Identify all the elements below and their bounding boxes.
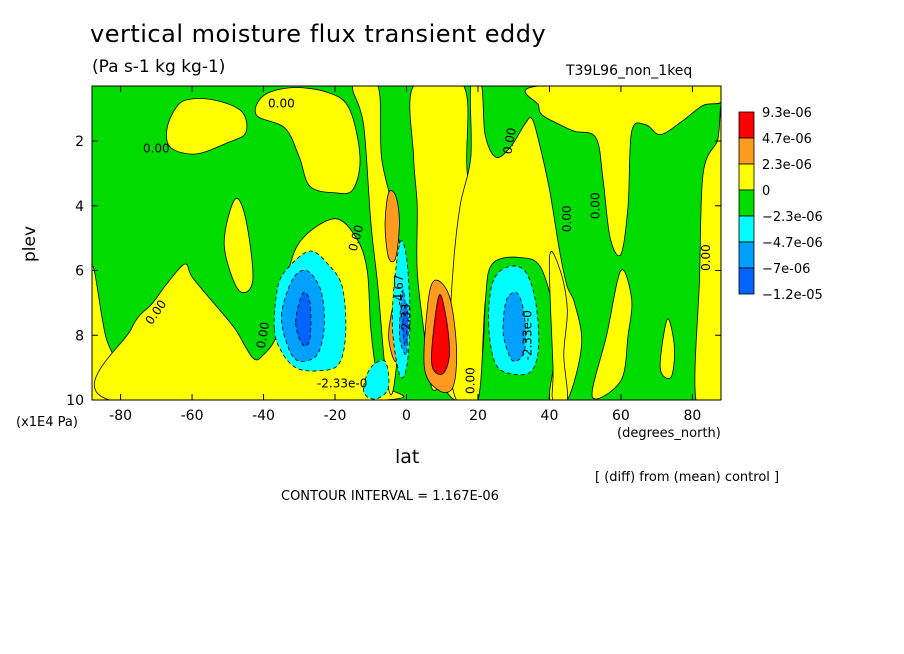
x-axis: -80 -60 -40 -20 0 20 40 60 80 — [109, 86, 701, 424]
colorbar-swatch — [738, 163, 755, 191]
contour-region-yellow — [254, 87, 361, 195]
colorbar-label: 4.7e-06 — [762, 132, 812, 147]
contour-label: 0.00 — [254, 321, 272, 350]
contour-region-yellow — [694, 107, 721, 400]
colorbar-label: 2.3e-06 — [762, 158, 812, 173]
chart-title: vertical moisture flux transient eddy — [90, 20, 547, 48]
colorbar-label: −4.7e-06 — [762, 236, 823, 251]
contour-label: -2.33e-0 — [521, 310, 535, 360]
contour-label: 0.00 — [500, 127, 518, 156]
contour-region-cyan — [363, 359, 390, 400]
colorbar-swatch — [738, 215, 755, 243]
contour-region-yellow — [591, 269, 633, 400]
contour-label: 0.00 — [560, 205, 574, 232]
x-axis-label: lat — [395, 446, 420, 468]
x-tick-label: 80 — [683, 408, 701, 424]
contour-label: -4.67 — [392, 274, 406, 305]
colorbar-label: 0 — [762, 184, 770, 199]
contour-fills — [92, 86, 721, 400]
contour-region-orange — [384, 190, 400, 263]
x-tick-label: -20 — [324, 408, 347, 424]
colorbar-swatch — [738, 241, 755, 269]
contour-labels: 0.000.000.000.000.000.000.00 0.000.000.00… — [143, 96, 714, 394]
contour-region-yellow — [548, 251, 569, 400]
y-tick-label: 6 — [75, 264, 84, 280]
y-axis: 2 4 6 8 10 — [66, 134, 721, 409]
run-name: T39L96_non_1keq — [566, 63, 693, 79]
y-tick-label: 4 — [75, 199, 84, 215]
contour-region-darkblue — [402, 302, 409, 346]
contour-region-darkblue — [295, 291, 312, 347]
contour-label: 0.00 — [143, 142, 170, 156]
colorbar-swatch — [738, 111, 755, 139]
x-tick-label: -60 — [181, 408, 204, 424]
x-tick-label: 60 — [612, 408, 630, 424]
contour-label: -2.33e-0 — [317, 376, 367, 390]
contour-label: 0.00 — [346, 223, 366, 252]
contour-label: 0.00 — [268, 96, 295, 110]
difference-note: [ (diff) from (mean) control ] — [595, 470, 780, 485]
x-tick-label: 40 — [541, 408, 559, 424]
contour-region-yellow — [448, 86, 583, 400]
x-axis-units: (degrees_north) — [617, 426, 721, 441]
colorbar-label: −1.2e-05 — [762, 288, 823, 303]
colorbar-label: 9.3e-06 — [762, 106, 812, 121]
contour-label: 0.00 — [588, 192, 602, 219]
contour-label: 0.00 — [699, 244, 713, 271]
contour-region-yellow — [223, 197, 254, 294]
colorbar-swatch — [738, 267, 755, 295]
y-axis-label: plev — [20, 225, 40, 262]
contour-region-yellow — [524, 86, 721, 257]
y-tick-label: 10 — [66, 393, 84, 409]
colorbar-swatch — [738, 137, 755, 165]
y-axis-units: (x1E4 Pa) — [16, 415, 78, 430]
y-tick-label: 8 — [75, 328, 84, 344]
chart-units: (Pa s-1 kg kg-1) — [92, 57, 226, 77]
x-tick-label: 20 — [469, 408, 487, 424]
colorbar: 9.3e-06 4.7e-06 2.3e-06 0 −2.3e-06 −4.7e-06 −7… — [738, 106, 823, 303]
contour-region-blue — [502, 291, 526, 362]
contour-label: -2.33 — [399, 304, 413, 335]
colorbar-label: −7e-06 — [762, 262, 810, 277]
contour-region-red — [431, 294, 450, 375]
contour-region-yellow — [166, 98, 248, 155]
x-tick-label: -40 — [252, 408, 275, 424]
colorbar-label: −2.3e-06 — [762, 210, 823, 225]
contour-label: 0.00 — [463, 367, 477, 394]
y-tick-label: 2 — [75, 134, 84, 150]
x-tick-label: 0 — [402, 408, 411, 424]
contour-interval: CONTOUR INTERVAL = 1.167E-06 — [281, 489, 499, 504]
x-tick-label: -80 — [109, 408, 132, 424]
contour-region-yellow — [659, 318, 676, 379]
colorbar-swatch — [738, 189, 755, 217]
